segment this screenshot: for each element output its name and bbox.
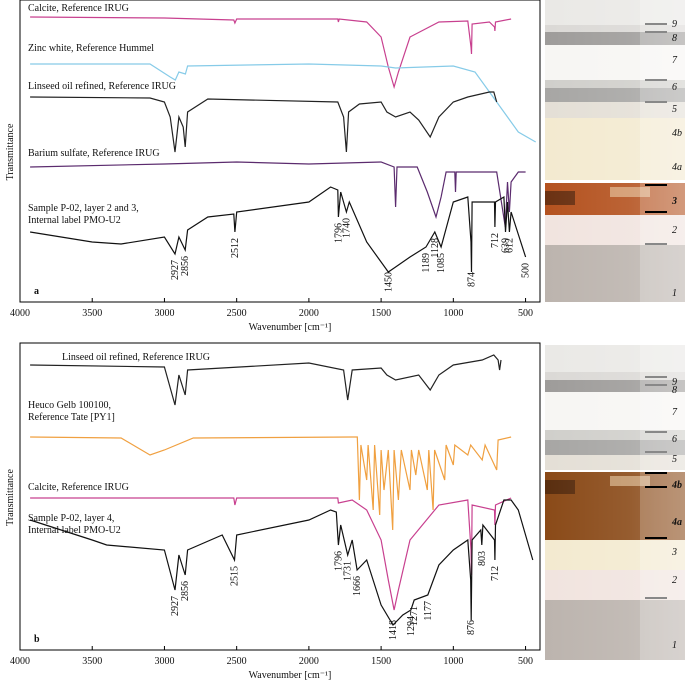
layer-label: 4b <box>671 480 682 491</box>
series-label: Linseed oil refined, Reference IRUG <box>28 81 176 92</box>
image-overlay <box>640 345 685 660</box>
peak-label: 1177 <box>423 601 434 621</box>
spectrum-line <box>30 63 536 143</box>
layer-label: 2 <box>672 575 677 586</box>
x-tick-label: 3500 <box>82 308 102 319</box>
series-label: Calcite, Reference IRUG <box>28 3 129 14</box>
layer-label: 9 <box>672 19 677 30</box>
peak-label: 2512 <box>230 238 241 258</box>
image-shade <box>545 345 685 660</box>
peak-label: 2927 <box>170 260 181 280</box>
image-overlay <box>640 0 685 302</box>
peak-label: 876 <box>466 620 477 635</box>
series-label: Calcite, Reference IRUG <box>28 482 129 493</box>
peak-label: 1189 <box>421 253 432 273</box>
peak-label: 1450 <box>383 272 394 292</box>
peak-label: 1796 <box>333 551 344 571</box>
layer-label: 4a <box>671 517 682 528</box>
x-tick-label: 1500 <box>371 656 391 667</box>
layer-label: 6 <box>672 434 677 445</box>
peak-label: 712 <box>490 233 501 248</box>
peak-label: 803 <box>477 551 488 566</box>
series-label: Sample P-02, layer 4, Internal label PMO… <box>28 513 121 536</box>
x-tick-label: 3000 <box>154 656 174 667</box>
series-label: Zinc white, Reference Hummel <box>28 43 155 54</box>
layer-label: 5 <box>672 454 677 465</box>
x-tick-label: 2500 <box>227 656 247 667</box>
x-tick-label: 4000 <box>10 656 30 667</box>
y-axis-label: Transmittance <box>5 469 16 526</box>
plot-frame <box>19 342 541 651</box>
y-axis-label: Transmittance <box>5 123 16 180</box>
series-label: Heuco Gelb 100100, Reference Tate [PY1] <box>28 400 115 423</box>
peak-label: 639 <box>500 238 511 253</box>
x-tick-label: 2000 <box>299 308 319 319</box>
layer-label: 3 <box>671 196 677 207</box>
peak-label: 1294 <box>406 616 417 636</box>
x-tick-label: 1000 <box>443 308 463 319</box>
x-tick-label: 1500 <box>371 308 391 319</box>
x-tick-label: 4000 <box>10 308 30 319</box>
x-tick-label: 500 <box>518 308 533 319</box>
layer-label: 1 <box>672 288 677 299</box>
panel-label: a <box>34 286 39 297</box>
spectrum-line <box>30 497 512 611</box>
x-tick-label: 2500 <box>227 308 247 319</box>
layer-label: 1 <box>672 640 677 651</box>
series-label: Linseed oil refined, Reference IRUG <box>62 352 210 363</box>
peak-label: 1740 <box>341 218 352 238</box>
layer-label: 7 <box>672 407 678 418</box>
spectrum-line <box>30 186 527 273</box>
peak-label: 1796 <box>333 223 344 243</box>
spectrum-line <box>30 354 502 406</box>
spectrum-line <box>30 161 526 228</box>
peak-label: 1085 <box>436 253 447 273</box>
spectrum-line <box>29 499 534 626</box>
peak-label: 2927 <box>170 596 181 616</box>
x-tick-label: 3500 <box>82 656 102 667</box>
layer-label: 9 <box>672 377 677 388</box>
layer-label: 2 <box>672 225 677 236</box>
spectrum-line <box>30 16 512 90</box>
x-tick-label: 3000 <box>154 308 174 319</box>
peak-label: 1271 <box>409 606 420 626</box>
layer-label: 4a <box>672 162 682 173</box>
peak-label: 2856 <box>180 581 191 601</box>
peak-label: 1128 <box>430 238 441 258</box>
x-axis-label: Wavenumber [cm⁻¹] <box>249 322 332 333</box>
x-tick-label: 2000 <box>299 656 319 667</box>
series-label: Sample P-02, layer 2 and 3, Internal lab… <box>28 203 139 226</box>
layer-label: 3 <box>671 547 677 558</box>
series-label: Barium sulfate, Reference IRUG <box>28 148 160 159</box>
layer-label: 5 <box>672 104 677 115</box>
plot-frame <box>19 0 541 303</box>
layer-label: 6 <box>672 82 677 93</box>
peak-label: 712 <box>490 566 501 581</box>
x-tick-label: 1000 <box>443 656 463 667</box>
x-axis-label: Wavenumber [cm⁻¹] <box>249 670 332 681</box>
peak-label: 2515 <box>230 566 241 586</box>
panel-label: b <box>34 634 40 645</box>
layer-label: 7 <box>672 55 678 66</box>
layer-label: 8 <box>672 33 677 44</box>
peak-label: 874 <box>467 272 478 287</box>
peak-label: 612 <box>504 238 515 253</box>
layer-label: 8 <box>672 385 677 396</box>
peak-label: 1731 <box>343 561 354 581</box>
layer-label: 4b <box>672 128 682 139</box>
peak-label: 500 <box>521 263 532 278</box>
x-tick-label: 500 <box>518 656 533 667</box>
peak-label: 1418 <box>388 620 399 640</box>
peak-label: 1666 <box>352 576 363 596</box>
peak-label: 2856 <box>180 256 191 276</box>
spectrum-line <box>30 91 498 153</box>
spectrum-line <box>30 436 512 531</box>
image-shade <box>545 0 685 302</box>
